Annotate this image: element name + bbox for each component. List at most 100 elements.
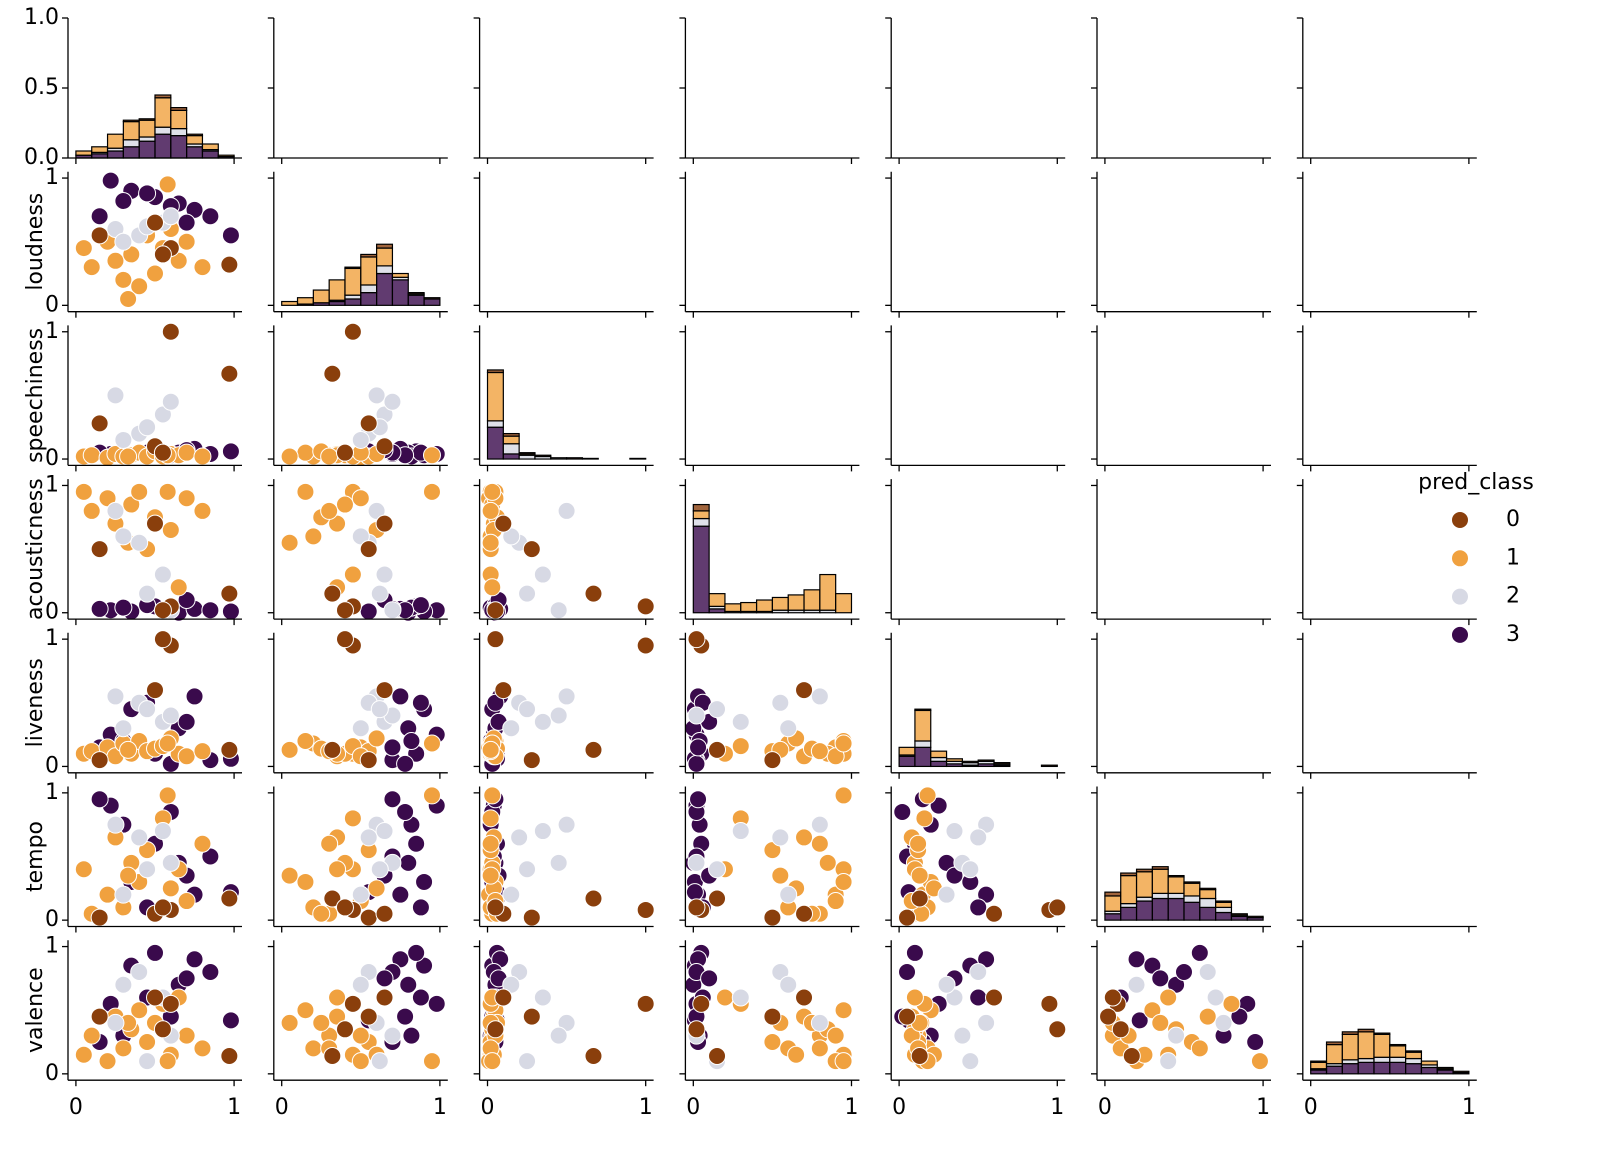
scatter-point [407,943,426,962]
hist-bar [1373,1033,1391,1058]
scatter-point [1250,1052,1269,1071]
scatter-point [763,1033,782,1052]
hist-bar [692,517,710,527]
scatter-point [138,418,157,437]
scatter-point [518,1052,537,1071]
scatter-point [158,786,177,805]
scatter-point [343,565,362,584]
scatter-point [359,602,378,621]
scatter-point [375,565,394,584]
scatter-point [359,828,378,847]
hist-bar [312,289,330,304]
hist-bar [914,746,932,768]
hist-bar [1199,887,1217,891]
hist-bar [1373,1061,1391,1075]
scatter-point [898,963,917,982]
scatter-point [370,700,389,719]
hist-bar [296,297,314,305]
hist-bar [1325,1043,1343,1065]
hist-bar [692,503,710,512]
legend-marker [1451,549,1469,568]
scatter-point [708,740,727,759]
scatter-point [396,802,415,821]
hist-bar [186,133,204,137]
hist-bar [1120,874,1138,905]
x-tick-label: 1 [1256,1095,1270,1120]
scatter-point [220,740,239,759]
scatter-point [1159,988,1178,1007]
hist-bar [771,596,789,611]
hist-bar [945,758,963,762]
scatter-point [130,277,149,296]
hist-bar [170,128,188,137]
hist-bar [1405,1050,1423,1053]
scatter-point [74,860,93,879]
scatter-point [130,482,149,501]
scatter-point [221,602,240,621]
scatter-point [280,533,299,552]
hist-bar [486,369,504,374]
hist-bar [1405,1063,1423,1075]
scatter-point [185,950,204,969]
hist-bar [819,573,837,611]
scatter-point [359,540,378,559]
hist-bar [423,298,441,306]
hist-bar [376,243,394,249]
scatter-point [918,786,937,805]
scatter-point [549,1026,568,1045]
scatter-point [636,597,655,616]
scatter-point [795,828,814,847]
scatter-point [834,1001,853,1020]
scatter-point [522,751,541,770]
scatter-point [687,706,706,725]
scatter-point [146,988,164,1007]
scatter-point [399,975,418,994]
scatter-point [323,584,342,603]
hist-bar [328,279,346,301]
y-tick-label: 1 [45,319,59,344]
hist-bar [1389,1043,1407,1047]
scatter-point [937,885,956,904]
hist-bar [1151,897,1169,921]
scatter-point [177,712,196,731]
hist-bar [1325,1041,1343,1046]
hist-bar [914,709,932,742]
scatter-point [898,1007,917,1026]
hist-bar [1357,1031,1375,1060]
scatter-point [557,815,576,834]
hist-bar [186,135,204,145]
scatter-point [779,719,798,738]
scatter-point [177,747,196,766]
scatter-point [481,809,500,828]
y-tick-label: 0.0 [24,145,59,170]
hist-bar [75,150,93,156]
scatter-point [402,731,421,750]
hist-bar [740,601,758,613]
scatter-point [114,232,133,251]
scatter-point [396,1007,415,1026]
scatter-point [826,892,845,911]
scatter-point [415,872,434,891]
scatter-point [383,790,402,809]
scatter-point [114,430,133,449]
scatter-point [367,386,386,405]
scatter-point [731,988,750,1007]
scatter-point [383,392,402,411]
scatter-point [193,258,212,277]
scatter-point [985,988,1004,1007]
scatter-point [483,786,502,805]
hist-bar [581,457,599,460]
y-axis-label: tempo [23,821,48,892]
scatter-point [715,988,734,1007]
y-axis-label: acousticness [23,478,48,620]
scatter-point [402,1026,421,1045]
hist-bar [106,133,124,149]
x-tick-label: 1 [1050,1095,1064,1120]
scatter-point [370,584,389,603]
scatter-point [138,860,157,879]
scatter-point [335,1020,354,1039]
scatter-point [375,514,394,533]
hist-bar [1341,1033,1359,1061]
scatter-point [320,501,339,520]
